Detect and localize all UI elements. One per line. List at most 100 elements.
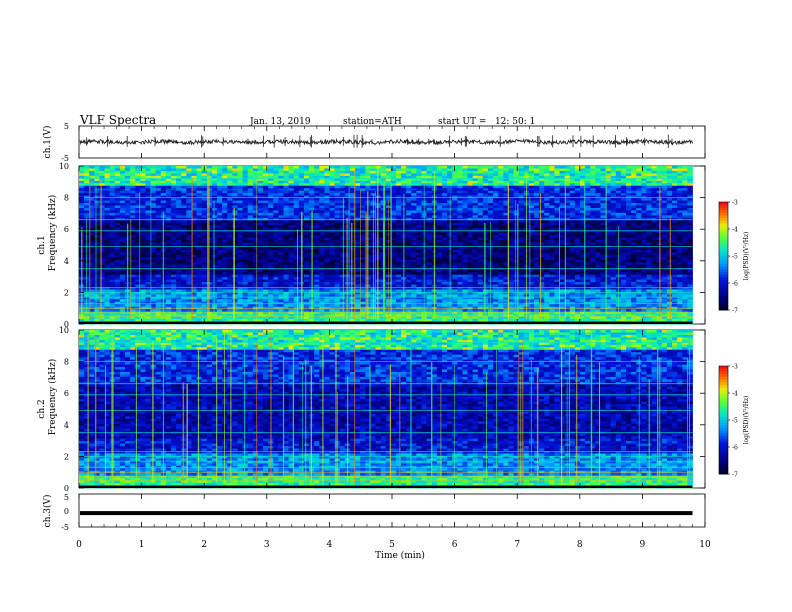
spectrogram-cell — [349, 200, 356, 204]
spectrogram-cell — [528, 249, 535, 253]
spectrogram-cell — [355, 195, 361, 199]
spectrogram-cell — [477, 166, 484, 169]
spectrogram-cell — [626, 173, 632, 177]
spectrogram-cell — [687, 247, 693, 251]
spectrogram-cell — [211, 200, 218, 204]
spectrogram-cell — [232, 195, 238, 199]
spectrogram-cell — [564, 173, 571, 177]
spectrogram-cell — [646, 240, 652, 243]
spectrogram-cell — [232, 168, 238, 172]
spectrogram-cell — [186, 205, 192, 209]
spectrogram-cell — [334, 247, 341, 251]
spectrogram-cell — [186, 200, 192, 204]
spectrogram-cell — [513, 193, 520, 197]
spectrogram-cell — [298, 178, 305, 182]
spectrogram-cell — [334, 237, 341, 241]
spectrogram-cell — [278, 220, 284, 224]
spectrogram-cell — [268, 180, 274, 184]
spectrogram-cell — [349, 205, 356, 209]
spectrogram-cell — [600, 207, 606, 211]
spectrogram-cell — [232, 242, 238, 246]
spectrogram-cell — [99, 242, 105, 246]
spectrogram-cell — [610, 175, 617, 179]
spectrogram-cell — [155, 217, 162, 221]
spectrogram-cell — [324, 232, 330, 236]
spectrogram-cell — [155, 207, 162, 211]
spectrogram-cell — [406, 242, 412, 246]
spectrogram-cell — [94, 240, 100, 243]
spectrogram-cell — [349, 195, 356, 199]
spectrogram-cell — [436, 242, 443, 246]
spectrogram-cell — [211, 190, 218, 194]
spectrogram-cell — [626, 166, 632, 169]
spectrogram-cell — [181, 190, 187, 194]
spectrogram-cell — [201, 175, 208, 179]
spectrogram-cell — [574, 198, 581, 201]
spectrogram-cell — [605, 217, 612, 221]
spectrogram-cell — [631, 207, 637, 211]
spectrogram-cell — [206, 180, 213, 184]
spectrogram-cell — [181, 240, 187, 243]
spectrogram-cell — [411, 170, 417, 174]
spectrogram-cell — [472, 185, 479, 189]
spectrogram-cell — [441, 242, 448, 246]
spectrogram-cell — [217, 257, 223, 261]
spectrogram-cell — [196, 259, 203, 263]
spectrogram-cell — [247, 210, 254, 214]
spectrogram-cell — [610, 242, 617, 246]
spectrogram-cell — [242, 225, 249, 229]
spectrogram-cell — [503, 230, 509, 234]
spectrogram-cell — [620, 252, 627, 256]
spectrogram-cell — [534, 210, 540, 214]
spectrogram-cell — [79, 190, 85, 194]
spectrogram-cell — [99, 249, 105, 253]
spectrogram-cell — [334, 235, 341, 238]
spectrogram-cell — [666, 227, 673, 231]
spectrogram-cell — [569, 252, 576, 256]
spectrogram-cell — [181, 203, 187, 206]
spectrogram-cell — [314, 183, 320, 187]
spectrogram-cell — [477, 200, 484, 204]
spectrogram-cell — [145, 185, 151, 189]
spectrogram-cell — [554, 188, 560, 192]
spectrogram-cell — [672, 166, 678, 169]
spectrogram-cell — [493, 247, 499, 251]
spectrogram-cell — [436, 183, 443, 187]
spectrogram-cell — [89, 188, 95, 192]
spectrogram-cell — [554, 257, 560, 261]
spectrogram-cell — [462, 264, 468, 268]
spectrogram-cell — [493, 166, 499, 169]
spectrogram-cell — [334, 170, 341, 174]
spectrogram-cell — [252, 215, 259, 219]
spectrogram-cell — [636, 230, 642, 234]
spectrogram-cell — [651, 212, 658, 216]
spectrogram-cell — [487, 168, 494, 172]
spectrogram-cell — [206, 188, 213, 192]
spectrogram-cell — [605, 190, 612, 194]
spectrogram-cell — [487, 200, 494, 204]
spectrogram-cell — [109, 220, 116, 224]
spectrogram-cell — [191, 168, 197, 172]
spectrogram-cell — [339, 190, 346, 194]
spectrogram-cell — [114, 210, 121, 214]
spectrogram-cell — [114, 247, 121, 251]
spectrogram-cell — [186, 203, 192, 206]
spectrogram-cell — [211, 247, 218, 251]
spectrogram-cell — [165, 173, 172, 177]
spectrogram-cell — [626, 168, 632, 172]
spectrogram-cell — [661, 247, 668, 251]
spectrogram-cell — [237, 207, 243, 211]
spectrogram-cell — [211, 235, 218, 238]
spectrogram-cell — [319, 240, 325, 243]
spectrogram-cell — [646, 212, 652, 216]
spectrogram-cell — [247, 259, 254, 263]
spectrogram-cell — [431, 166, 438, 169]
spectrogram-cell — [278, 249, 284, 253]
spectrogram-cell — [135, 207, 141, 211]
spectrogram-cell — [631, 215, 637, 219]
spectrogram-cell — [84, 207, 90, 211]
spectrogram-cell — [390, 198, 397, 201]
spectrogram-cell — [278, 195, 284, 199]
spectrogram-cell — [84, 185, 90, 189]
spectrogram-cell — [590, 240, 596, 243]
